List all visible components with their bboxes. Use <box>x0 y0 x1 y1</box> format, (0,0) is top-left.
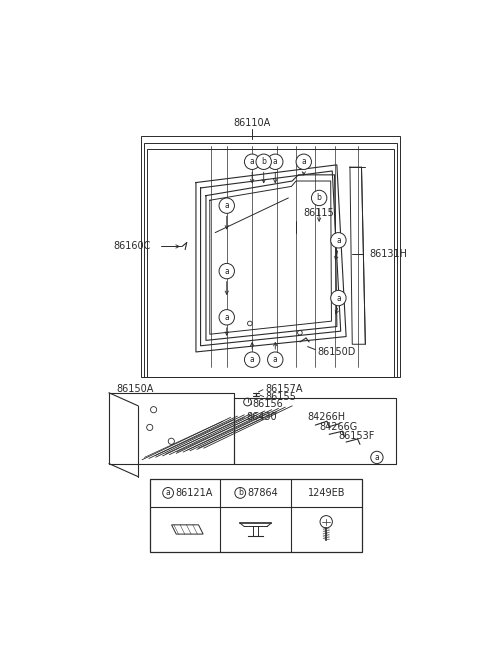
Text: 86160C: 86160C <box>114 242 151 252</box>
Text: 86157A: 86157A <box>265 384 303 394</box>
Text: 86153F: 86153F <box>338 431 375 441</box>
Circle shape <box>331 233 346 248</box>
Text: 86150D: 86150D <box>318 347 356 357</box>
Text: 1249EB: 1249EB <box>308 488 345 498</box>
Text: a: a <box>301 157 306 166</box>
Text: b: b <box>238 489 243 497</box>
Text: 86150A: 86150A <box>117 384 154 394</box>
Text: a: a <box>250 157 254 166</box>
Text: a: a <box>224 201 229 210</box>
Text: 86156: 86156 <box>252 398 283 409</box>
Text: 87864: 87864 <box>247 488 278 498</box>
Text: a: a <box>166 489 170 497</box>
Circle shape <box>163 487 173 498</box>
Text: b: b <box>317 193 322 202</box>
Text: 84266G: 84266G <box>319 422 358 432</box>
Circle shape <box>244 154 260 170</box>
Text: 86121A: 86121A <box>175 488 213 498</box>
Circle shape <box>235 487 246 498</box>
Circle shape <box>267 154 283 170</box>
Circle shape <box>256 154 271 170</box>
Text: 86115: 86115 <box>304 208 335 218</box>
Text: 86155: 86155 <box>265 392 296 402</box>
Circle shape <box>267 352 283 367</box>
Text: a: a <box>336 236 341 245</box>
Bar <box>144 143 397 377</box>
Circle shape <box>331 290 346 306</box>
Circle shape <box>219 310 234 325</box>
Circle shape <box>371 451 383 464</box>
Text: a: a <box>273 157 277 166</box>
Circle shape <box>244 352 260 367</box>
Circle shape <box>312 190 327 206</box>
Text: 86430: 86430 <box>246 413 276 422</box>
Text: a: a <box>336 293 341 303</box>
Circle shape <box>296 154 312 170</box>
Text: a: a <box>224 313 229 322</box>
Bar <box>147 149 394 377</box>
Text: a: a <box>250 355 254 364</box>
Circle shape <box>219 263 234 279</box>
Text: a: a <box>374 453 379 462</box>
Text: 84266H: 84266H <box>308 413 346 422</box>
Text: 86110A: 86110A <box>234 119 271 128</box>
Text: 86131H: 86131H <box>369 249 407 259</box>
Text: a: a <box>273 355 277 364</box>
Circle shape <box>219 198 234 214</box>
Bar <box>141 136 400 377</box>
Text: b: b <box>261 157 266 166</box>
Text: a: a <box>224 267 229 276</box>
Bar <box>150 479 361 552</box>
